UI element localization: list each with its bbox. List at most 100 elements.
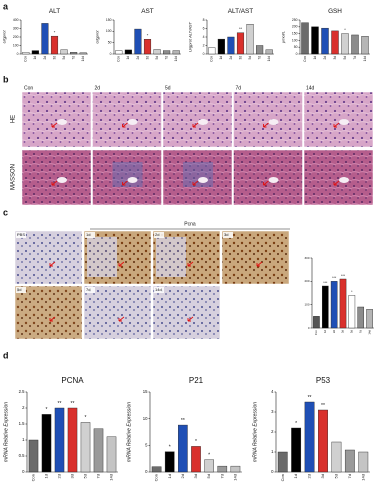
x-tick-label: 7d: [164, 56, 168, 60]
y-axis-label: mRNA Relative Expression: [252, 402, 258, 462]
arrow: [122, 122, 128, 128]
significance: **: [58, 401, 62, 407]
arrow: [263, 180, 269, 186]
y-tick-label: 50: [108, 41, 112, 45]
arrow: [51, 122, 58, 128]
bar: [151, 466, 162, 473]
y-axis-label: U/gprot: [1, 30, 6, 44]
panel-label: b: [3, 74, 9, 84]
y-tick-label: 0: [296, 52, 298, 56]
image-label: 14d: [155, 287, 162, 292]
y-tick-label: 5: [145, 442, 148, 447]
chart-title: PCNA: [61, 376, 84, 385]
bar: [124, 49, 132, 55]
y-tick-label: 0: [308, 326, 310, 330]
significance: *: [169, 445, 171, 451]
bar: [70, 52, 78, 55]
x-tick-label: Con: [210, 56, 214, 62]
significance: *: [46, 407, 48, 413]
x-tick-label: 2d: [229, 56, 233, 60]
significance: *: [351, 290, 353, 294]
bar: [50, 35, 59, 55]
y-tick-label: 8: [203, 18, 205, 22]
image-label: PBS: [17, 232, 25, 237]
significance: **: [321, 403, 325, 409]
micrograph: [221, 230, 290, 285]
bar: [313, 316, 320, 329]
y-tick-label: 0: [203, 52, 205, 56]
y-tick-label: 0: [145, 469, 148, 474]
y-tick-label: 300: [305, 256, 310, 260]
vessel: [339, 177, 349, 183]
label-bg: [85, 232, 95, 238]
row-label: HE: [11, 115, 17, 123]
y-tick-label: 3: [271, 409, 274, 414]
x-tick-label: 14d: [174, 56, 178, 62]
x-tick-label: 1d: [126, 56, 130, 60]
y-tick-label: 200: [292, 25, 298, 29]
column-label: 14d: [306, 85, 315, 91]
micrograph: [303, 149, 374, 206]
y-tick-label: 15: [143, 389, 148, 394]
panel-label: c: [3, 207, 8, 217]
bar: [67, 407, 78, 473]
y-tick-label: 200: [13, 35, 19, 39]
column-label: 2d: [95, 85, 101, 91]
bar: [80, 422, 91, 473]
vessel: [57, 177, 67, 183]
y-tick-label: 400: [13, 18, 19, 22]
bar: [277, 451, 288, 473]
y-axis-label: U/gprot ALT/AST: [187, 21, 192, 52]
x-tick-label: 14d: [267, 56, 271, 62]
x-tick-label: 7d: [353, 56, 357, 60]
arrow: [122, 180, 128, 186]
y-tick-label: 1: [271, 449, 274, 454]
vessel: [57, 119, 67, 125]
bar: [361, 36, 369, 55]
bar: [54, 407, 65, 473]
bar: [115, 50, 123, 55]
y-tick-label: 2.5: [19, 389, 26, 394]
significance: *: [295, 421, 297, 427]
x-tick-label: 14d: [360, 474, 365, 481]
y-tick-label: 100: [305, 302, 310, 306]
y-tick-label: 0: [17, 52, 19, 56]
x-tick-label: 2d: [43, 56, 47, 60]
bar: [348, 295, 356, 329]
bar: [164, 451, 175, 473]
x-tick-label: Con: [303, 56, 307, 62]
bar: [301, 22, 309, 55]
significance: **: [71, 401, 75, 407]
arrow: [333, 122, 340, 128]
x-tick-label: Con: [24, 56, 28, 62]
x-tick-label: 1d: [313, 56, 317, 60]
bar: [22, 52, 30, 55]
bar: [134, 28, 142, 55]
y-tick-label: 2: [22, 405, 25, 410]
bar: [246, 24, 254, 55]
bar: [191, 446, 201, 473]
micrograph: [21, 91, 92, 148]
significance: *: [195, 439, 197, 445]
bar: [341, 33, 349, 55]
column-label: Con: [24, 85, 33, 91]
bar: [331, 441, 342, 473]
x-tick-label: Con: [31, 474, 36, 481]
micrograph: [233, 149, 303, 206]
y-tick-label: 0: [22, 469, 25, 474]
x-tick-label: 7d: [257, 56, 261, 60]
x-tick-label: 5d: [83, 474, 88, 478]
x-tick-label: Con: [280, 474, 285, 481]
image-label: 3d: [224, 232, 228, 237]
x-tick-label: Con: [117, 56, 121, 62]
bar: [230, 465, 241, 473]
x-tick-label: 7d: [219, 474, 224, 478]
chart-title: AST: [141, 8, 154, 15]
x-tick-label: 3d: [52, 56, 56, 60]
vessel: [198, 119, 208, 125]
bar: [339, 278, 347, 329]
bar: [143, 39, 152, 55]
vessel: [339, 119, 349, 125]
y-tick-label: 1: [22, 437, 25, 442]
